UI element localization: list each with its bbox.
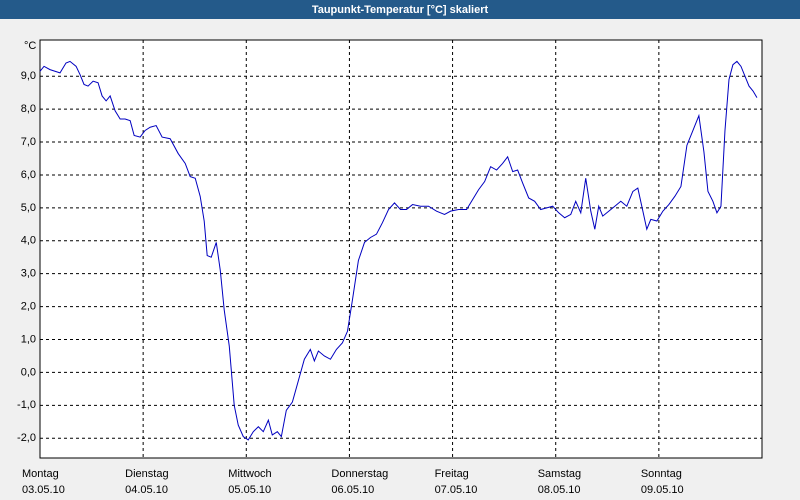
y-tick-label: 8,0: [21, 103, 36, 115]
y-tick-label: -2,0: [17, 432, 36, 444]
plot-area: [39, 39, 763, 459]
x-tick-date: 09.05.10: [641, 484, 684, 496]
x-tick-date: 04.05.10: [125, 484, 168, 496]
y-tick-label: 7,0: [21, 136, 36, 148]
y-tick-label: 3,0: [21, 268, 36, 280]
x-tick-label: Montag: [22, 468, 59, 480]
y-tick-label: 2,0: [21, 301, 36, 313]
x-tick-label: Sonntag: [641, 468, 682, 480]
y-tick-label: 5,0: [21, 202, 36, 214]
y-unit: °C: [24, 40, 36, 52]
x-tick-label: Mittwoch: [228, 468, 271, 480]
y-tick-label: 0,0: [21, 366, 36, 378]
y-tick-label: 9,0: [21, 70, 36, 82]
x-tick-date: 07.05.10: [435, 484, 478, 496]
x-tick-label: Dienstag: [125, 468, 168, 480]
x-tick-date: 08.05.10: [538, 484, 581, 496]
x-tick-date: 06.05.10: [331, 484, 374, 496]
y-tick-label: 1,0: [21, 333, 36, 345]
y-tick-label: 4,0: [21, 235, 36, 247]
data-line: [39, 60, 758, 441]
y-tick-label: -1,0: [17, 399, 36, 411]
chart-title: Taupunkt-Temperatur [°C] skaliert: [312, 4, 489, 16]
x-tick-label: Freitag: [435, 468, 469, 480]
x-tick-label: Donnerstag: [331, 468, 388, 480]
x-tick-date: 03.05.10: [22, 484, 65, 496]
y-tick-label: 6,0: [21, 169, 36, 181]
x-tick-date: 05.05.10: [228, 484, 271, 496]
title-bar: [0, 0, 800, 19]
x-tick-label: Samstag: [538, 468, 581, 480]
